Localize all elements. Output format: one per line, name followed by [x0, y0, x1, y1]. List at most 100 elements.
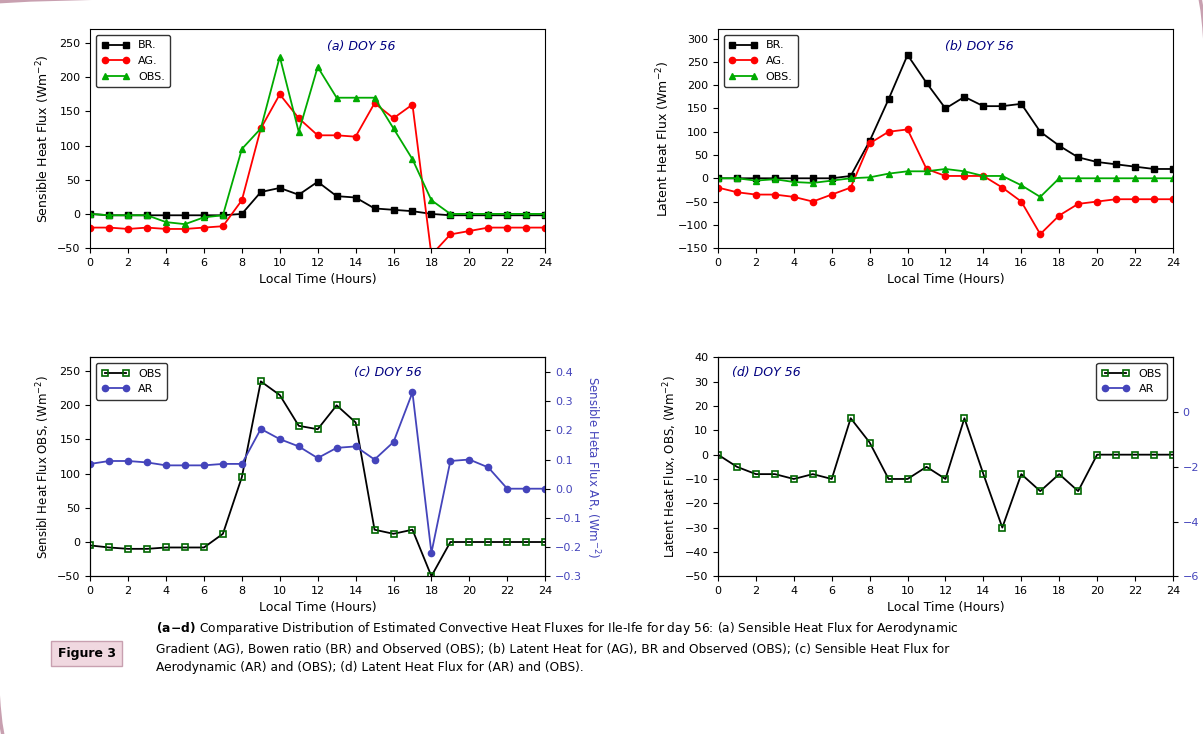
Text: (b) DOY 56: (b) DOY 56	[946, 40, 1014, 54]
AG.	[425, 250, 439, 259]
AG.	[1071, 200, 1085, 208]
AG.	[386, 114, 401, 123]
OBS.	[518, 209, 533, 218]
AG.	[1014, 197, 1029, 206]
OBS	[481, 537, 496, 546]
AG.	[518, 223, 533, 232]
AG.	[882, 127, 896, 136]
BR.	[425, 209, 439, 218]
BR.	[1109, 160, 1124, 169]
AG.	[1146, 195, 1161, 203]
AG.	[273, 90, 288, 98]
AG.	[310, 131, 325, 139]
OBS.	[787, 178, 801, 186]
OBS.	[140, 211, 154, 219]
OBS	[159, 543, 173, 552]
OBS	[462, 537, 476, 546]
AG.	[843, 184, 858, 192]
X-axis label: Local Time (Hours): Local Time (Hours)	[887, 601, 1005, 614]
AG.	[405, 100, 420, 109]
OBS.	[330, 93, 344, 102]
AG.	[215, 222, 230, 230]
OBS	[938, 475, 953, 484]
AR	[405, 388, 420, 397]
OBS.	[824, 176, 838, 185]
OBS.	[235, 145, 249, 153]
AR	[367, 455, 381, 464]
AG.	[349, 132, 363, 141]
BR.	[938, 104, 953, 113]
AG.	[768, 190, 782, 199]
AR	[102, 457, 117, 465]
OBS	[1014, 470, 1029, 479]
OBS	[291, 421, 306, 430]
AG.	[102, 223, 117, 232]
AG.	[443, 230, 457, 239]
AG.	[824, 190, 838, 199]
BR.	[367, 204, 381, 213]
BR.	[83, 209, 97, 218]
OBS.	[405, 155, 420, 164]
AG.	[500, 223, 515, 232]
AR	[122, 457, 136, 465]
AG.	[730, 188, 745, 197]
OBS.	[1090, 174, 1104, 183]
OBS	[730, 462, 745, 471]
BR.	[824, 174, 838, 183]
AG.	[938, 172, 953, 181]
BR.	[102, 211, 117, 219]
OBS	[1127, 450, 1142, 459]
BR.	[730, 174, 745, 183]
AR	[518, 484, 533, 493]
BR.	[462, 211, 476, 219]
OBS.	[178, 219, 192, 228]
OBS.	[310, 62, 325, 71]
AG.	[291, 114, 306, 123]
BR.	[1014, 99, 1029, 108]
OBS.	[1127, 174, 1142, 183]
AG.	[235, 196, 249, 205]
BR.	[1090, 158, 1104, 167]
OBS.	[882, 170, 896, 178]
AR	[140, 458, 154, 467]
OBS	[1166, 450, 1180, 459]
BR.	[122, 211, 136, 219]
AG.	[748, 190, 763, 199]
OBS	[122, 545, 136, 553]
OBS	[178, 543, 192, 552]
X-axis label: Local Time (Hours): Local Time (Hours)	[887, 273, 1005, 286]
AG.	[1166, 195, 1180, 203]
AR	[386, 437, 401, 446]
BR.	[178, 211, 192, 219]
OBS.	[768, 175, 782, 184]
OBS	[235, 473, 249, 482]
AR	[310, 454, 325, 462]
Line: BR.: BR.	[715, 52, 1177, 181]
OBS	[500, 537, 515, 546]
BR.	[1071, 153, 1085, 161]
BR.	[976, 102, 990, 111]
OBS	[1071, 487, 1085, 495]
AG.	[787, 192, 801, 201]
OBS	[273, 390, 288, 399]
BR.	[235, 209, 249, 218]
OBS.	[1166, 174, 1180, 183]
OBS	[863, 438, 877, 447]
OBS.	[215, 211, 230, 219]
OBS.	[273, 52, 288, 61]
AG.	[1109, 195, 1124, 203]
OBS.	[425, 196, 439, 205]
OBS.	[1051, 174, 1066, 183]
OBS.	[1033, 192, 1048, 201]
X-axis label: Local Time (Hours): Local Time (Hours)	[259, 601, 377, 614]
OBS	[197, 543, 212, 552]
OBS	[919, 462, 934, 471]
BR.	[500, 211, 515, 219]
OBS	[787, 475, 801, 484]
BR.	[919, 79, 934, 87]
AG.	[1051, 211, 1066, 220]
OBS.	[730, 174, 745, 183]
AR	[481, 463, 496, 472]
BR.	[1146, 164, 1161, 173]
Line: OBS.: OBS.	[87, 54, 549, 228]
